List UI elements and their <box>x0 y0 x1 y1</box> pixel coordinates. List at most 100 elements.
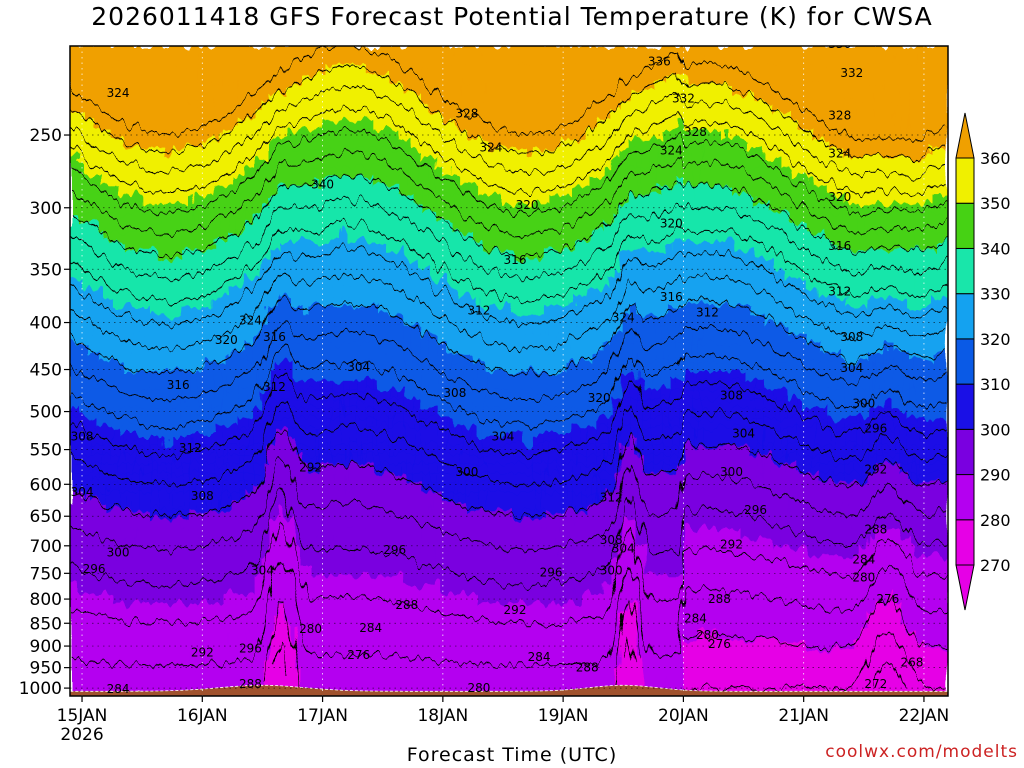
field-cell <box>540 92 550 103</box>
field-cell <box>149 658 159 669</box>
field-cell <box>365 454 375 465</box>
field-cell <box>229 213 239 224</box>
field-cell <box>317 454 327 465</box>
field-cell <box>133 287 143 298</box>
field-cell <box>293 501 303 512</box>
field-cell <box>229 194 239 205</box>
field-cell <box>580 138 590 149</box>
field-cell <box>70 658 79 669</box>
field-cell <box>421 528 430 539</box>
field-cell <box>301 176 311 187</box>
field-cell <box>397 64 407 75</box>
field-cell <box>309 612 319 623</box>
field-cell <box>620 631 630 642</box>
field-cell <box>596 213 606 224</box>
field-cell <box>109 566 119 577</box>
field-cell <box>277 138 287 149</box>
field-cell <box>461 176 470 187</box>
field-cell <box>333 528 343 539</box>
field-cell <box>389 473 399 484</box>
field-cell <box>421 352 430 363</box>
field-cell <box>429 203 438 214</box>
field-cell <box>477 268 486 279</box>
field-cell <box>365 157 375 168</box>
field-cell <box>413 640 422 651</box>
field-cell <box>341 473 351 484</box>
field-cell <box>157 658 167 669</box>
field-cell <box>477 203 486 214</box>
field-cell <box>173 528 183 539</box>
field-cell <box>86 408 95 419</box>
field-cell <box>461 677 470 688</box>
field-cell <box>612 491 622 502</box>
field-cell <box>141 482 151 493</box>
field-cell <box>501 408 510 419</box>
field-cell <box>229 92 239 103</box>
field-cell <box>453 371 462 382</box>
field-cell <box>540 55 550 66</box>
field-cell <box>596 278 606 289</box>
field-cell <box>189 593 199 604</box>
field-cell <box>540 46 550 57</box>
field-cell <box>133 138 143 149</box>
field-cell <box>349 538 359 549</box>
field-cell <box>133 231 143 242</box>
field-cell <box>117 361 127 372</box>
field-cell <box>78 584 87 595</box>
field-cell <box>357 408 367 419</box>
field-cell <box>445 408 454 419</box>
field-cell <box>245 501 255 512</box>
field-cell <box>293 408 303 419</box>
field-cell <box>437 222 446 233</box>
field-cell <box>285 426 295 437</box>
field-cell <box>101 64 111 75</box>
field-cell <box>133 371 143 382</box>
field-cell <box>261 640 271 651</box>
field-cell <box>317 138 327 149</box>
field-cell <box>237 584 247 595</box>
field-cell <box>205 222 215 233</box>
field-cell <box>525 408 534 419</box>
field-cell <box>469 185 478 196</box>
field-cell <box>429 306 438 317</box>
field-cell <box>373 631 383 642</box>
field-cell <box>485 417 494 428</box>
field-cell <box>109 417 119 428</box>
field-cell <box>564 566 574 577</box>
field-cell <box>205 501 215 512</box>
field-cell <box>405 213 414 224</box>
field-cell <box>293 268 303 279</box>
field-cell <box>501 575 510 586</box>
field-cell <box>540 556 550 567</box>
field-cell <box>157 101 167 112</box>
field-cell <box>157 157 167 168</box>
field-cell <box>181 528 191 539</box>
field-cell <box>548 631 558 642</box>
field-cell <box>437 278 446 289</box>
field-cell <box>205 278 215 289</box>
field-cell <box>485 129 494 140</box>
field-cell <box>564 677 574 688</box>
field-cell <box>501 287 510 298</box>
field-cell <box>572 333 582 344</box>
field-cell <box>333 361 343 372</box>
field-cell <box>413 55 422 66</box>
field-cell <box>109 194 119 205</box>
field-cell <box>205 73 215 84</box>
field-cell <box>221 296 231 307</box>
field-cell <box>277 491 287 502</box>
field-cell <box>237 398 247 409</box>
field-cell <box>540 463 550 474</box>
field-cell <box>181 73 191 84</box>
field-cell <box>540 677 550 688</box>
field-cell <box>628 287 638 298</box>
field-cell <box>469 528 478 539</box>
field-cell <box>620 584 630 595</box>
field-cell <box>556 194 566 205</box>
field-cell <box>309 343 319 354</box>
field-cell <box>548 296 558 307</box>
field-cell <box>469 361 478 372</box>
field-cell <box>445 352 454 363</box>
field-cell <box>229 287 239 298</box>
field-cell <box>517 73 526 84</box>
